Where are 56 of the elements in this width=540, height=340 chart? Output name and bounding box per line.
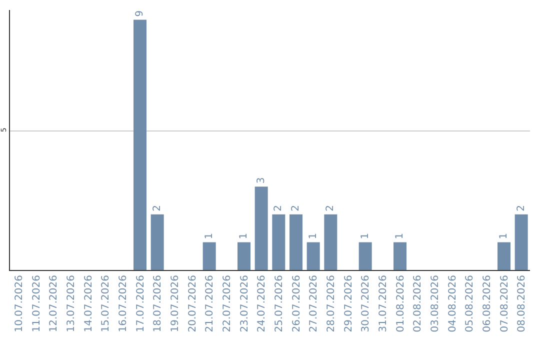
data-label: 2 [290, 205, 302, 212]
bar [514, 214, 528, 270]
x-tick-label: 31.07.2026 [378, 275, 389, 332]
x-tick-label: 18.07.2026 [152, 275, 164, 332]
data-label: 1 [238, 232, 250, 240]
x-tick-label: 06.08.2026 [482, 275, 493, 332]
x-tick-label: 20.07.2026 [187, 275, 198, 332]
x-tick-label: 05.08.2026 [464, 275, 476, 332]
data-label: 1 [204, 232, 215, 240]
x-tick-label: 25.07.2026 [274, 275, 285, 332]
data-label: 1 [308, 232, 319, 240]
data-label: 2 [325, 205, 336, 212]
x-tick-label: 22.07.2026 [222, 275, 233, 332]
x-tick-label: 11.07.2026 [31, 275, 42, 332]
data-label: 2 [273, 205, 284, 212]
x-tick-label: 12.07.2026 [48, 275, 60, 332]
x-tick-label: 15.07.2026 [100, 275, 112, 332]
x-tick-label: 16.07.2026 [118, 275, 129, 332]
x-tick-label: 23.07.2026 [239, 275, 250, 332]
x-tick-label: 21.07.2026 [204, 275, 216, 332]
bar [254, 186, 268, 270]
x-tick-label: 10.07.2026 [14, 275, 25, 332]
x-tick-label: 19.07.2026 [170, 275, 181, 332]
bar [290, 214, 302, 270]
x-tick-label: 13.07.2026 [66, 275, 77, 332]
x-tick-label: 01.08.2026 [395, 275, 406, 332]
x-tick-label: 03.08.2026 [430, 275, 441, 332]
x-tick-label: 04.08.2026 [447, 275, 458, 332]
x-tick-label: 14.07.2026 [83, 275, 94, 332]
bar [272, 214, 286, 270]
bar [358, 242, 372, 270]
data-label: 1 [498, 232, 510, 240]
bar [324, 214, 338, 270]
x-tick-label: 29.07.2026 [343, 275, 354, 332]
data-label: 3 [256, 177, 267, 184]
x-tick-label: 27.07.2026 [308, 275, 320, 332]
data-label: 2 [516, 205, 527, 212]
x-tick-label: 24.07.2026 [256, 275, 268, 332]
data-label: 2 [152, 205, 163, 212]
bar [238, 242, 250, 270]
bar [394, 242, 406, 270]
x-tick-label: 02.08.2026 [412, 275, 424, 332]
data-label: 1 [360, 232, 371, 240]
data-label: 1 [394, 232, 406, 240]
data-label: 9 [134, 10, 146, 17]
x-tick-label: 17.07.2026 [135, 275, 146, 332]
bar [498, 242, 510, 270]
bar [134, 20, 146, 270]
bar [150, 214, 164, 270]
x-tick-label: 08.08.2026 [516, 275, 528, 332]
bar [306, 242, 320, 270]
x-tick-label: 28.07.2026 [326, 275, 337, 332]
x-tick-label: 26.07.2026 [291, 275, 302, 332]
bar [202, 242, 216, 270]
x-tick-label: 30.07.2026 [360, 275, 372, 332]
x-tick-label: 07.08.2026 [499, 275, 510, 332]
